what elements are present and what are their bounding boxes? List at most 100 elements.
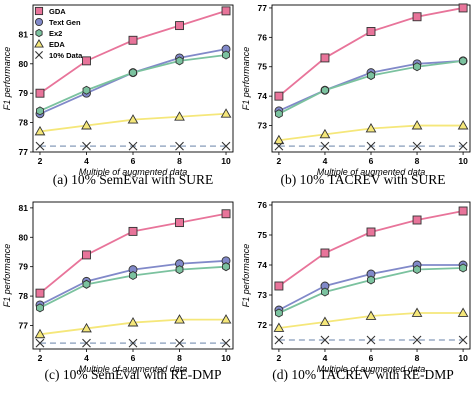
x-tick-label: 6 [131,156,136,166]
data-point [365,310,377,320]
x-tick-label: 10 [221,353,231,363]
data-point [458,3,468,13]
data-point [35,88,45,98]
data-point [367,275,375,285]
data-point [174,314,185,324]
data-point [82,56,91,66]
legend-marker [34,6,44,16]
series-ex2 [274,263,468,318]
x-tick-label: 6 [369,353,374,363]
y-tick-label: 75 [258,230,268,240]
data-point [36,303,44,313]
data-point [174,111,185,121]
data-point [319,128,331,139]
series-10-data [274,335,468,345]
data-point [221,338,231,348]
x-tick-label: 10 [458,353,468,363]
data-point [411,307,423,317]
data-point [35,141,45,151]
data-point [273,134,285,145]
data-point [457,120,469,130]
series-10-data [35,141,231,151]
data-point [221,6,231,16]
data-point [319,316,331,326]
y-tick-label: 80 [19,59,29,69]
data-point [175,218,184,228]
data-point [412,335,422,345]
y-tick-label: 81 [19,203,29,213]
data-point [274,308,283,318]
y-tick-label: 76 [258,32,268,42]
y-axis-label: F1 performance [241,47,251,111]
chart-panel-1: 2 4 6 8 10 77 78 79 80 81 Multiple of augmented da… [2,4,234,187]
series-ex2 [36,50,230,116]
data-point [175,338,184,348]
x-tick-label: 2 [38,156,43,166]
data-point [81,322,92,333]
x-axis-label: Multiple of augmented data [79,167,188,177]
series-text-gen [35,256,231,310]
y-tick-label: 77 [19,147,29,157]
x-tick-label: 6 [131,353,136,363]
x-tick-label: 4 [323,353,328,363]
data-point [458,141,468,151]
data-point [320,141,330,151]
data-point [175,265,184,275]
data-point [274,335,284,345]
data-point [129,270,137,281]
series-line [39,54,227,112]
data-point [457,307,469,317]
data-point [458,335,468,345]
legend-entry: 10% Data [49,51,83,60]
legend-entry: Ex2 [49,29,62,38]
series-gda [274,3,468,101]
x-tick-label: 2 [38,353,43,363]
plot-frame [32,4,234,153]
x-axis-label: Multiple of augmented data [317,167,426,177]
panel-caption: (c) 10% SemEval with RE-DMP [45,367,222,382]
y-tick-label: 81 [19,29,29,39]
legend-marker [35,28,43,38]
data-point [273,322,285,332]
y-tick-label: 72 [258,320,268,330]
y-tick-label: 79 [19,88,29,98]
data-point [320,335,330,345]
data-point [82,85,91,95]
data-point [459,263,468,273]
data-point [35,288,45,298]
x-tick-label: 8 [415,353,420,363]
data-point [367,71,375,81]
panel-caption: (b) 10% TACREV with SURE [281,172,446,187]
series-text-gen [274,56,468,116]
data-point [222,50,230,60]
legend-entry: GDA [49,7,66,16]
data-point [128,35,138,45]
x-tick-label: 4 [323,156,328,166]
data-point [458,206,468,216]
data-point [413,264,421,275]
series-10-data [35,338,231,348]
x-tick-label: 10 [221,156,231,166]
y-tick-label: 75 [258,62,268,72]
y-tick-label: 79 [19,262,29,272]
y-tick-label: 73 [258,121,268,131]
series-eda [273,307,469,332]
y-tick-label: 73 [258,290,268,300]
y-tick-label: 78 [19,291,29,301]
y-axis-label: F1 performance [2,47,12,111]
data-point [127,317,139,327]
series-10-data [274,141,468,151]
data-point [222,262,230,272]
series-gda [35,209,231,298]
data-point [321,85,329,95]
series-gda [274,206,468,291]
series-eda [34,314,232,339]
series-line [39,212,227,294]
chart-panel-2: 2 4 6 8 10 73 74 75 76 77 Multiple of augmented da… [241,3,471,187]
data-point [36,106,44,116]
data-point [366,27,376,36]
x-tick-label: 10 [458,156,468,166]
data-point [220,108,232,118]
series-ex2 [274,56,468,119]
